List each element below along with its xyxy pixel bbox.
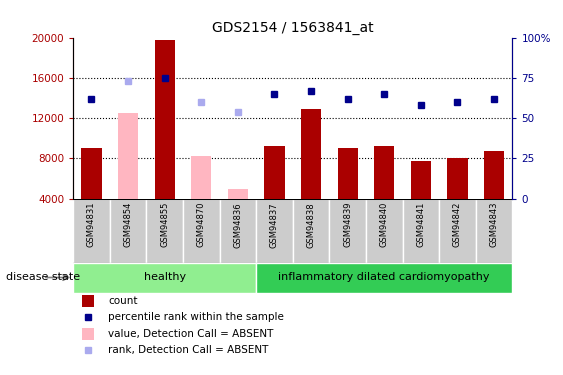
Bar bbox=[118, 113, 138, 199]
Bar bbox=[403, 199, 439, 262]
Text: count: count bbox=[108, 296, 138, 306]
Text: GSM94854: GSM94854 bbox=[124, 202, 132, 248]
Text: GSM94836: GSM94836 bbox=[234, 202, 242, 248]
Text: healthy: healthy bbox=[144, 273, 186, 282]
Bar bbox=[155, 39, 175, 199]
Text: GSM94870: GSM94870 bbox=[197, 202, 205, 248]
Bar bbox=[265, 146, 284, 199]
Bar bbox=[110, 199, 146, 262]
Text: GSM94837: GSM94837 bbox=[270, 202, 279, 248]
Text: GSM94831: GSM94831 bbox=[87, 202, 96, 248]
Text: disease state: disease state bbox=[6, 273, 80, 282]
Text: percentile rank within the sample: percentile rank within the sample bbox=[108, 312, 284, 322]
Bar bbox=[329, 199, 366, 262]
Bar bbox=[82, 148, 101, 199]
Title: GDS2154 / 1563841_at: GDS2154 / 1563841_at bbox=[212, 21, 374, 35]
Bar bbox=[476, 199, 512, 262]
Bar bbox=[220, 199, 256, 262]
Bar bbox=[366, 199, 403, 262]
Text: GSM94838: GSM94838 bbox=[307, 202, 315, 248]
Bar bbox=[73, 262, 256, 292]
Text: GSM94839: GSM94839 bbox=[343, 202, 352, 248]
Text: rank, Detection Call = ABSENT: rank, Detection Call = ABSENT bbox=[108, 345, 269, 355]
Bar bbox=[448, 158, 467, 199]
Bar bbox=[374, 146, 394, 199]
Bar bbox=[146, 199, 183, 262]
Bar bbox=[256, 262, 512, 292]
Bar bbox=[228, 189, 248, 199]
Bar bbox=[293, 199, 329, 262]
Bar bbox=[256, 199, 293, 262]
Text: GSM94843: GSM94843 bbox=[490, 202, 498, 248]
Text: GSM94855: GSM94855 bbox=[160, 202, 169, 248]
Bar bbox=[301, 109, 321, 199]
Bar bbox=[183, 199, 220, 262]
Bar bbox=[484, 152, 504, 199]
Text: GSM94840: GSM94840 bbox=[380, 202, 388, 248]
Text: value, Detection Call = ABSENT: value, Detection Call = ABSENT bbox=[108, 329, 274, 339]
Bar bbox=[411, 162, 431, 199]
Bar bbox=[82, 295, 94, 307]
Bar bbox=[338, 148, 358, 199]
Bar bbox=[82, 328, 94, 340]
Text: inflammatory dilated cardiomyopathy: inflammatory dilated cardiomyopathy bbox=[279, 273, 490, 282]
Bar bbox=[439, 199, 476, 262]
Bar bbox=[191, 156, 211, 199]
Text: GSM94841: GSM94841 bbox=[417, 202, 425, 248]
Text: GSM94842: GSM94842 bbox=[453, 202, 462, 248]
Bar bbox=[73, 199, 110, 262]
